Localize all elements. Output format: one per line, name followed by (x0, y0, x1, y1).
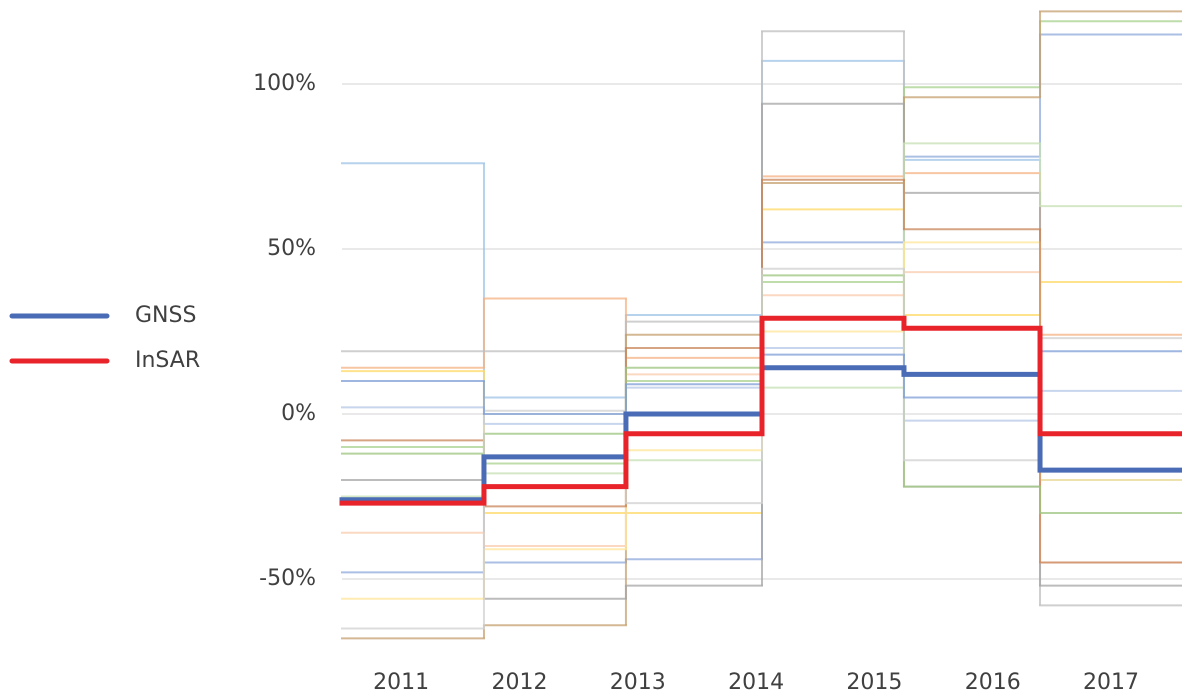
x-tick-label: 2017 (1083, 670, 1139, 695)
x-tick-label: 2014 (728, 670, 784, 695)
x-tick-label: 2015 (846, 670, 902, 695)
legend-label: InSAR (135, 348, 200, 373)
y-tick-label: 50% (267, 236, 316, 261)
y-tick-label: 100% (253, 71, 316, 96)
x-tick-label: 2016 (965, 670, 1021, 695)
legend-label: GNSS (135, 303, 196, 328)
x-tick-label: 2012 (491, 670, 547, 695)
x-tick-label: 2013 (610, 670, 666, 695)
y-tick-label: 0% (281, 401, 316, 426)
y-tick-label: -50% (259, 566, 316, 591)
x-tick-label: 2011 (373, 670, 429, 695)
